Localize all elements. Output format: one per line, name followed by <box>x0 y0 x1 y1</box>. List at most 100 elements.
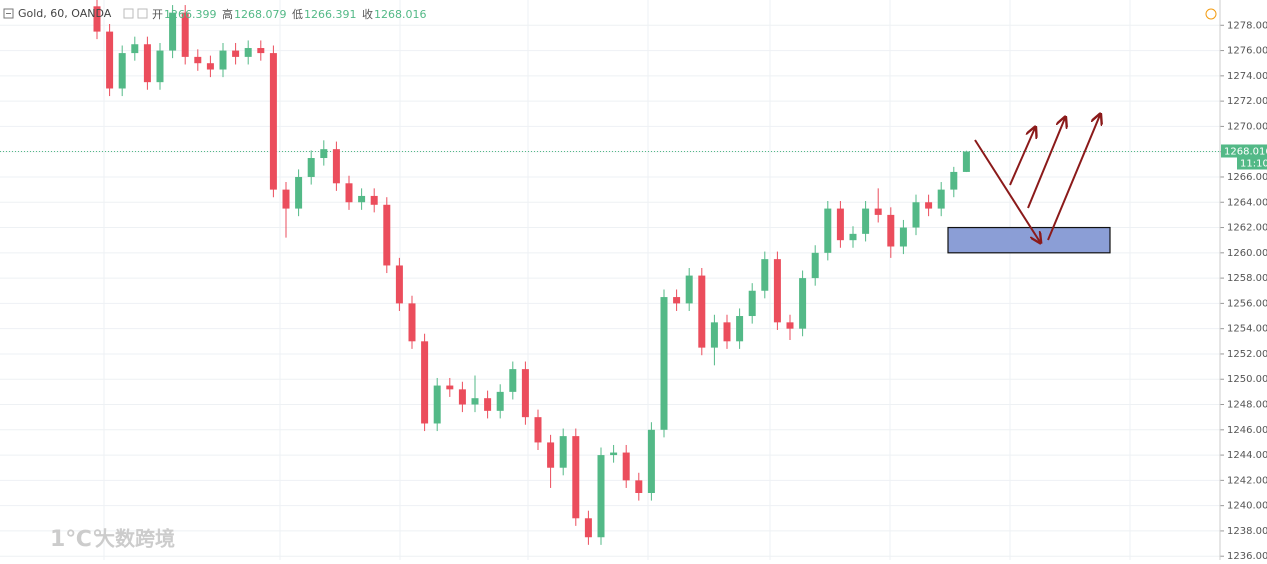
candle-body <box>811 252 819 279</box>
y-tick-label: 1250.000 <box>1227 374 1267 385</box>
settings-icon[interactable] <box>137 8 148 19</box>
y-tick-label: 1262.000 <box>1227 223 1267 234</box>
y-tick-label: 1258.000 <box>1227 273 1267 284</box>
candle-body <box>899 227 907 247</box>
candle-body <box>874 208 882 215</box>
candle-body <box>584 518 592 538</box>
candle-body <box>736 316 744 342</box>
countdown-box <box>1237 157 1267 170</box>
candle-body <box>849 233 857 241</box>
legend-name: 低 <box>292 8 303 21</box>
y-tick-label: 1242.000 <box>1227 475 1267 486</box>
y-tick-label: 1272.000 <box>1227 96 1267 107</box>
candle-body <box>206 63 214 70</box>
collapse-icon[interactable] <box>3 8 14 19</box>
legend-name: 收 <box>362 7 373 21</box>
candle-body <box>370 195 378 205</box>
candle-body <box>534 417 542 443</box>
candle-body <box>131 44 139 54</box>
candle-body <box>723 322 731 342</box>
y-tick-label: 1274.000 <box>1227 71 1267 82</box>
watermark: 大数跨境 <box>95 527 175 551</box>
candle-body <box>559 436 567 468</box>
vertical-grid <box>103 0 1131 560</box>
candle-body <box>710 322 718 348</box>
candle-body <box>143 44 151 83</box>
candle-body <box>521 369 529 418</box>
candle-body <box>194 56 202 64</box>
candle-body <box>748 290 756 317</box>
candle-body <box>408 303 416 342</box>
candle-body <box>458 389 466 405</box>
y-tick-label: 1248.000 <box>1227 400 1267 411</box>
candle-body <box>295 176 303 209</box>
candle-body <box>282 189 290 209</box>
support-zone <box>947 226 1111 254</box>
y-tick-label: 1270.000 <box>1227 121 1267 132</box>
legend-name: 开 <box>152 8 163 21</box>
candle-body <box>345 183 353 203</box>
candle-body <box>836 208 844 241</box>
candle-body <box>496 391 504 411</box>
y-tick-label: 1256.000 <box>1227 298 1267 309</box>
candle-body <box>471 398 479 405</box>
candle-body <box>937 189 945 209</box>
candle-body <box>395 265 403 304</box>
candle-body <box>622 452 630 481</box>
legend-value: 1266.391 <box>304 8 357 21</box>
y-tick-label: 1260.000 <box>1227 248 1267 259</box>
y-tick-label: 1266.000 <box>1227 172 1267 183</box>
candle-body <box>244 48 252 57</box>
candle-body <box>219 50 227 70</box>
candle-body <box>509 369 517 392</box>
arrows <box>974 115 1100 242</box>
y-tick-label: 1244.000 <box>1227 450 1267 461</box>
candle-body <box>257 48 265 54</box>
candle-body <box>421 341 429 424</box>
y-tick-label: 1254.000 <box>1227 324 1267 335</box>
candle-body <box>169 12 177 51</box>
candle-body <box>962 151 970 172</box>
y-tick-label: 1276.000 <box>1227 46 1267 57</box>
candle-body <box>799 278 807 329</box>
candle-body <box>484 398 492 411</box>
candle-body <box>106 31 114 89</box>
y-tick-label: 1246.000 <box>1227 425 1267 436</box>
candle-body <box>635 480 643 494</box>
candle-body <box>307 158 315 177</box>
countdown: 11:10 <box>1240 158 1267 169</box>
candle-body <box>547 442 555 468</box>
last-price-label: 1268.016 <box>1224 146 1267 157</box>
candle-body <box>925 202 933 209</box>
candle-body <box>597 455 605 538</box>
legend-value: 1268.016 <box>374 8 427 21</box>
candle-body <box>320 149 328 159</box>
y-tick-label: 1240.000 <box>1227 501 1267 512</box>
candle-body <box>862 208 870 234</box>
y-tick-label: 1252.000 <box>1227 349 1267 360</box>
candle-body <box>698 275 706 348</box>
chart-title: Gold, 60, OANDA <box>18 7 112 20</box>
candle-body <box>950 171 958 190</box>
candle-body <box>610 452 618 456</box>
candle-body <box>181 12 189 57</box>
candle-body <box>572 436 580 519</box>
candle-body <box>118 53 126 89</box>
watermark-logo: 1℃° <box>50 527 103 552</box>
candle-body <box>332 149 340 184</box>
alert-icon[interactable] <box>1205 8 1217 20</box>
y-tick-label: 1264.000 <box>1227 197 1267 208</box>
candle-body <box>269 53 277 190</box>
settings-icon[interactable] <box>123 8 134 19</box>
candle-body <box>786 322 794 329</box>
candle-body <box>660 297 668 430</box>
y-tick-label: 1236.000 <box>1227 551 1267 560</box>
candle-body <box>358 195 366 203</box>
y-tick-label: 1278.000 <box>1227 20 1267 31</box>
candle-body <box>673 297 681 304</box>
y-tick-label: 1238.000 <box>1227 526 1267 537</box>
legend-name: 高 <box>222 7 233 21</box>
candle-body <box>824 208 832 253</box>
legend-value: 1266.399 <box>164 8 217 21</box>
